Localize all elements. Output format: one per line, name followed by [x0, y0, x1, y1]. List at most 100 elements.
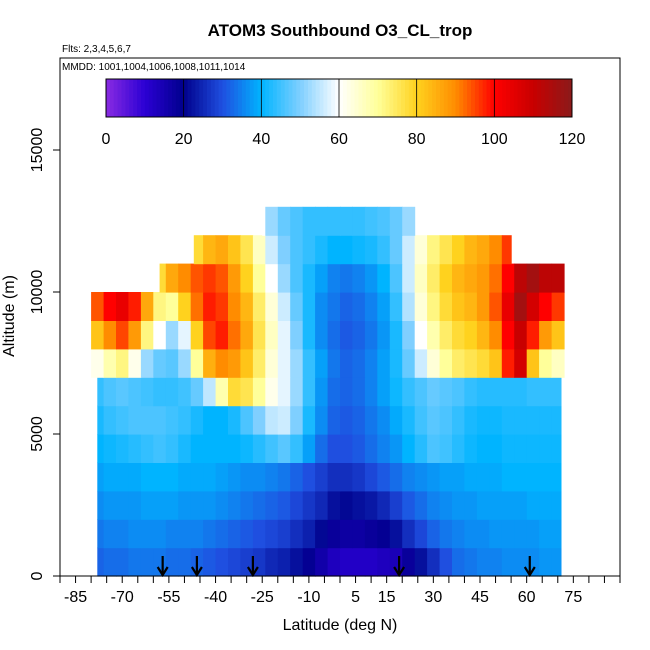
heatmap-cell [103, 405, 117, 435]
x-axis: -85 -70 -55 -40 -25 -10 5 15 30 45 60 75 [59, 576, 621, 606]
heatmap-cell [340, 490, 353, 520]
colorbar-segment [533, 79, 538, 117]
heatmap-cell [476, 519, 490, 549]
heatmap-cell [402, 490, 416, 520]
heatmap-cell [252, 405, 266, 435]
heatmap-cell [128, 434, 142, 463]
colorbar-tick-label: 0 [102, 131, 111, 148]
heatmap-cell [501, 434, 515, 463]
heatmap-cell [240, 490, 254, 520]
heatmap-cell [340, 206, 353, 236]
heatmap-cell [140, 490, 154, 520]
heatmap-cell [140, 434, 154, 463]
heatmap-cell [277, 320, 291, 350]
heatmap-cell [514, 519, 528, 549]
heatmap-cell [153, 348, 167, 378]
heatmap-cell [97, 405, 105, 435]
heatmap-cell [501, 348, 515, 378]
heatmap-cell [389, 462, 403, 492]
heatmap-cell [315, 434, 329, 463]
heatmap-cell [364, 519, 378, 549]
colorbar-segment [490, 79, 495, 117]
heatmap-cell [153, 292, 167, 321]
heatmap-cell [97, 434, 105, 463]
heatmap-cell [240, 462, 254, 492]
heatmap-cell [364, 206, 378, 236]
heatmap-cell [539, 377, 553, 407]
x-tick-label: 75 [564, 589, 582, 606]
heatmap-cell [389, 490, 403, 520]
heatmap-cell [501, 462, 515, 492]
heatmap-cell [489, 292, 503, 321]
heatmap-cell [215, 377, 229, 407]
heatmap-cell [340, 263, 353, 293]
heatmap-cell [228, 292, 241, 321]
colorbar-segment [552, 79, 557, 117]
colorbar-segment [183, 79, 189, 117]
heatmap-cell [327, 263, 341, 293]
colorbar-segment [164, 79, 169, 117]
colorbar-segment [521, 79, 526, 117]
heatmap-cell [165, 490, 179, 520]
heatmap-cell [464, 547, 478, 577]
heatmap-cells [91, 206, 565, 577]
colorbar-segment [420, 79, 425, 117]
colorbar-segment [327, 79, 332, 117]
heatmap-cell [551, 348, 565, 378]
heatmap-cell [539, 547, 553, 577]
heatmap-cell [452, 490, 465, 520]
heatmap-cell [228, 462, 241, 492]
heatmap-cell [464, 235, 478, 265]
colorbar-segment [377, 79, 383, 117]
heatmap-cell [402, 519, 416, 549]
heatmap-cell [290, 434, 304, 463]
heatmap-cell [402, 377, 416, 407]
colorbar-segment [222, 79, 227, 117]
x-tick-label: -55 [157, 589, 180, 606]
heatmap-cell [277, 292, 291, 321]
x-axis-label: Latitude (deg N) [283, 617, 398, 634]
colorbar-segment [191, 79, 196, 117]
heatmap-cell [277, 348, 291, 378]
colorbar-segment [389, 79, 394, 117]
colorbar-segment [319, 79, 324, 117]
colorbar-segment [548, 79, 554, 117]
heatmap-cell [203, 320, 217, 350]
heatmap-cell [240, 519, 254, 549]
heatmap-cell [489, 519, 503, 549]
heatmap-cell [439, 377, 453, 407]
heatmap-cell [116, 547, 129, 577]
colorbar-segment [482, 79, 488, 117]
heatmap-cell [165, 462, 179, 492]
heatmap-cell [215, 292, 229, 321]
heatmap-cell [228, 377, 241, 407]
heatmap-cell [551, 263, 565, 293]
heatmap-cell [476, 462, 490, 492]
heatmap-cell [203, 547, 217, 577]
heatmap-cell [352, 490, 366, 520]
heatmap-cell [489, 490, 503, 520]
colorbar-segment [447, 79, 453, 117]
heatmap-cell [452, 547, 465, 577]
heatmap-cell [539, 320, 553, 350]
heatmap-cell [116, 434, 129, 463]
heatmap-cell [514, 377, 528, 407]
colorbar-segment [366, 79, 371, 117]
heatmap-cell [228, 434, 241, 463]
heatmap-cell [526, 377, 540, 407]
heatmap-cell [128, 462, 142, 492]
heatmap-cell [427, 462, 441, 492]
heatmap-cell [252, 235, 266, 265]
heatmap-cell [352, 348, 366, 378]
heatmap-cell [427, 235, 441, 265]
heatmap-cell [402, 462, 416, 492]
heatmap-cell [165, 263, 179, 293]
colorbar-segment [284, 79, 290, 117]
heatmap-cell [140, 462, 154, 492]
colorbar-segment [288, 79, 293, 117]
heatmap-cell [364, 547, 378, 577]
heatmap-cell [290, 235, 304, 265]
colorbar-segment [350, 79, 356, 117]
colorbar-segment [160, 79, 165, 117]
heatmap-cell [452, 405, 465, 435]
